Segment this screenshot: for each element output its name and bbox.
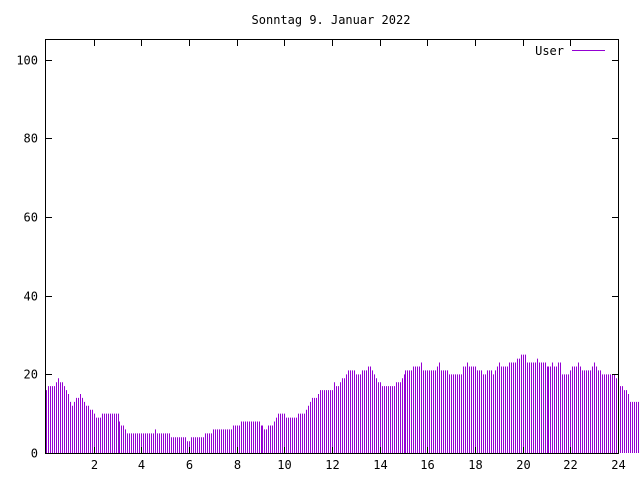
- chart-title: Sonntag 9. Januar 2022: [252, 13, 411, 27]
- x-tick-label: 22: [563, 458, 577, 472]
- series-bars: [46, 354, 639, 453]
- x-tick-label: 12: [325, 458, 339, 472]
- plot-frame: [45, 39, 619, 454]
- y-tick-label: 100: [16, 54, 38, 68]
- y-tick-label: 80: [24, 132, 38, 146]
- x-tick-label: 14: [373, 458, 387, 472]
- y-tick-label: 20: [24, 368, 38, 382]
- y-tick-label: 40: [24, 290, 38, 304]
- x-tick-label: 6: [186, 458, 193, 472]
- x-tick-label: 24: [611, 458, 625, 472]
- x-tick-label: 18: [468, 458, 482, 472]
- y-tick-label: 0: [31, 447, 38, 461]
- legend: User: [535, 44, 605, 58]
- x-tick-label: 10: [277, 458, 291, 472]
- legend-label-user: User: [535, 44, 564, 58]
- x-tick-label: 4: [138, 458, 145, 472]
- x-tick-label: 16: [420, 458, 434, 472]
- x-tick-label: 2: [91, 458, 98, 472]
- y-tick-label: 60: [24, 211, 38, 225]
- x-tick-label: 20: [516, 458, 530, 472]
- x-tick-label: 8: [234, 458, 241, 472]
